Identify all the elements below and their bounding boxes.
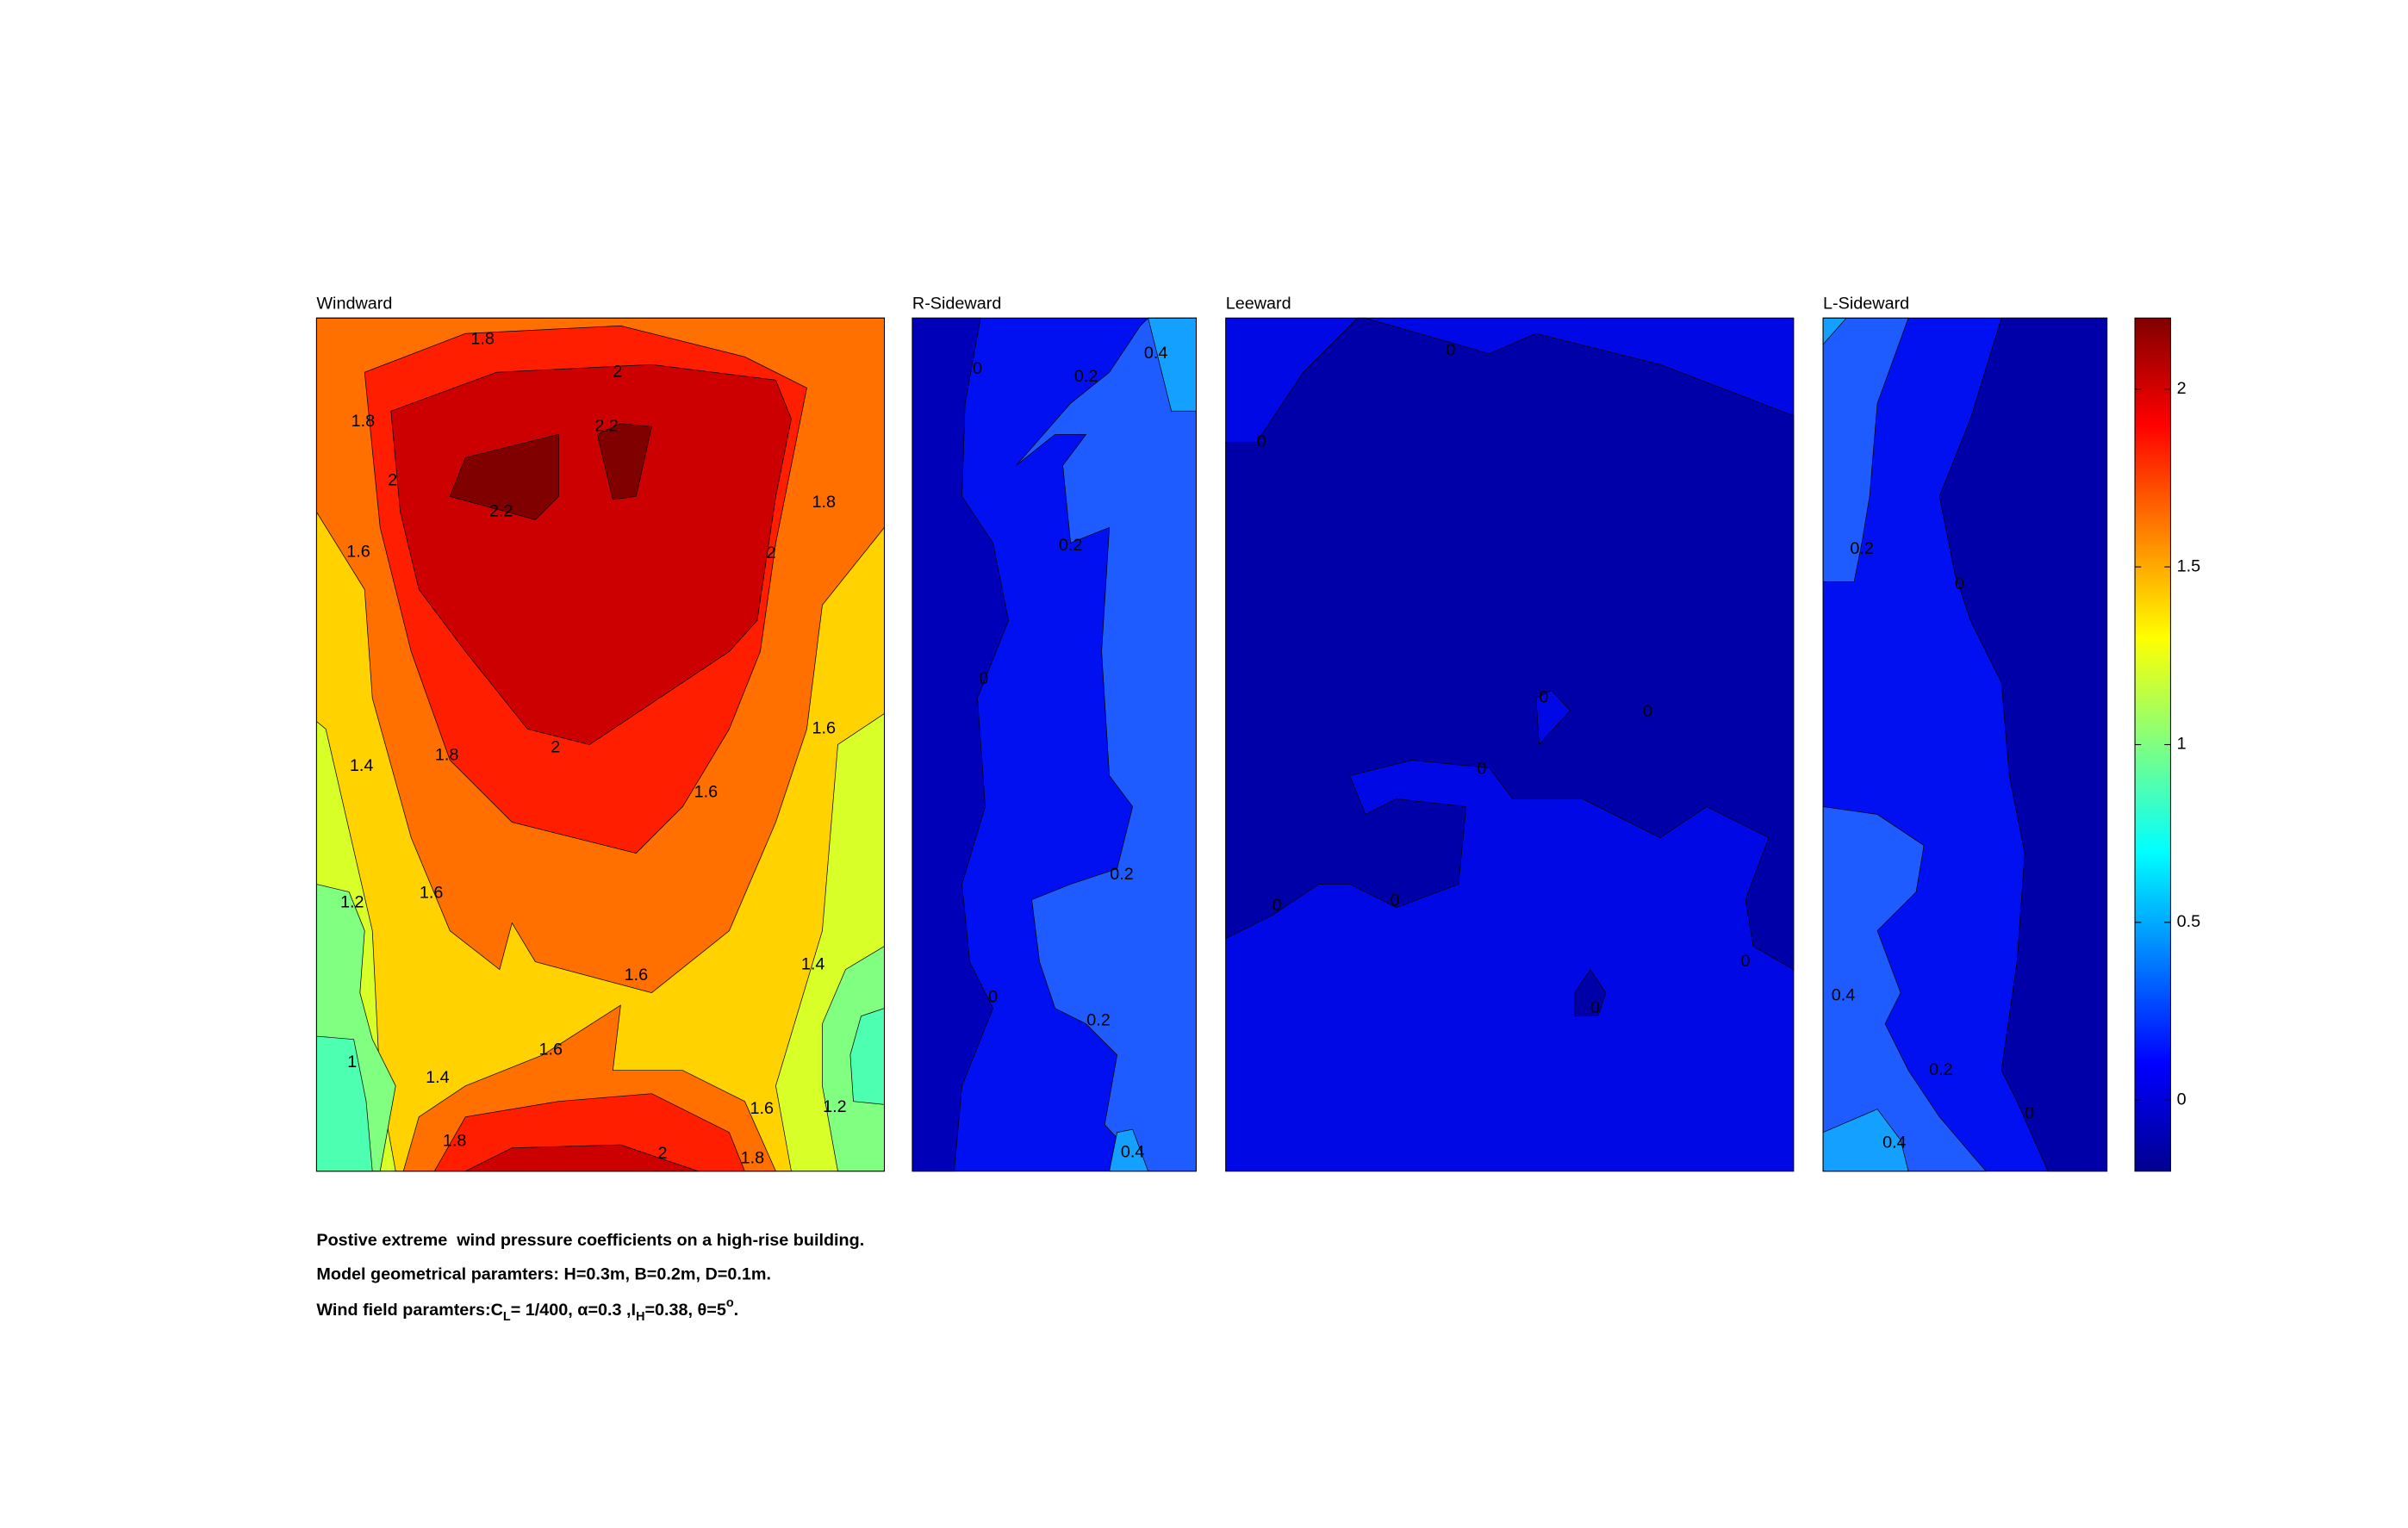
- caption-part: .: [734, 1301, 739, 1320]
- panel-title: L-Sideward: [1823, 294, 1909, 313]
- contour-label: 0: [1539, 688, 1548, 707]
- colorbar-tick-label: 1: [2177, 735, 2187, 754]
- contour-label: 1.8: [443, 1132, 467, 1151]
- colorbar-tick-label: 0: [2177, 1090, 2187, 1109]
- contour-label: 2: [657, 1144, 667, 1163]
- contour-region: [1016, 317, 1197, 1172]
- colorbar-tick-label: 2: [2177, 379, 2187, 398]
- contour-label: 1.4: [426, 1068, 450, 1087]
- caption-part: = 1/400, α=0.3 ,I: [511, 1301, 636, 1320]
- contour-label: 0: [1741, 952, 1751, 971]
- contour-label: 1.8: [812, 493, 837, 512]
- contour-label: 1.6: [346, 542, 370, 561]
- contour-label: 1.4: [801, 954, 825, 973]
- panel-frame: [1822, 317, 2108, 1172]
- contour-label: 0.2: [1074, 367, 1098, 386]
- contour-label: 2: [767, 543, 776, 562]
- panel-frame: [315, 317, 886, 1172]
- contour-label: 1.4: [350, 756, 374, 775]
- caption-part: Wind field paramters:C: [316, 1301, 503, 1320]
- contour-region: [1535, 690, 1571, 746]
- contour-label: 0.4: [1144, 344, 1168, 363]
- contour-label: 1.6: [694, 783, 719, 802]
- contour-label: 1.6: [812, 719, 837, 738]
- contour-label: 1.8: [470, 330, 495, 349]
- contour-label: 1.8: [435, 745, 459, 764]
- contour-label: 2.2: [594, 417, 619, 436]
- contour-label: 2: [613, 363, 622, 382]
- contour-label: 0.4: [1832, 985, 1856, 1004]
- contour-region: [449, 433, 559, 520]
- contour-label: 1.6: [539, 1040, 563, 1059]
- contour-label: 2: [388, 471, 397, 490]
- contour-label: 1.2: [340, 892, 364, 911]
- contour-label: 1.6: [625, 966, 649, 985]
- contour-label: 0: [1590, 998, 1600, 1017]
- panel-frame: [912, 317, 1198, 1172]
- contour-label: 0: [1257, 432, 1266, 451]
- contour-label: 2.2: [489, 502, 513, 521]
- contour-label: 0.4: [1121, 1142, 1145, 1161]
- contour-label: 0: [1391, 891, 1400, 910]
- contour-label: 0.2: [1110, 865, 1134, 884]
- contour-label: 0: [1272, 896, 1282, 915]
- contour-label: 1: [347, 1053, 357, 1071]
- contour-label: 1.2: [823, 1097, 847, 1116]
- contour-label: 0: [988, 987, 998, 1006]
- caption-line: Postive extreme wind pressure coefficien…: [316, 1231, 864, 1250]
- contour-label: 1.6: [750, 1099, 774, 1118]
- panel-title: R-Sideward: [912, 294, 1001, 313]
- colorbar-tick-label: 0.5: [2177, 912, 2201, 931]
- contour-label: 0: [2025, 1103, 2034, 1122]
- contour-label: 1.8: [352, 412, 376, 431]
- contour-label: 0.2: [1086, 1010, 1111, 1029]
- caption-superscript: o: [726, 1296, 734, 1310]
- panel-title: Windward: [316, 294, 392, 313]
- panel-title: Leeward: [1226, 294, 1291, 313]
- colorbar-tick-label: 1.5: [2177, 556, 2201, 575]
- contour-label: 0.2: [1929, 1060, 1953, 1079]
- contour-label: 0.2: [1850, 539, 1874, 558]
- panel-frame: [1225, 317, 1795, 1172]
- caption-line: Wind field paramters:CL= 1/400, α=0.3 ,I…: [316, 1296, 738, 1324]
- contour-label: 1.6: [420, 884, 444, 903]
- contour-region: [1574, 968, 1607, 1017]
- contour-label: 0.2: [1059, 536, 1083, 555]
- contour-label: 0: [979, 669, 988, 688]
- contour-region: [912, 317, 1009, 1172]
- contour-region: [1822, 317, 1909, 582]
- contour-label: 2: [551, 737, 560, 756]
- caption-part: =0.38, θ=5: [644, 1301, 725, 1320]
- caption-subscript: L: [503, 1310, 511, 1324]
- contour-region: [1225, 317, 1795, 971]
- contour-label: 0: [973, 359, 982, 378]
- contour-label: 0.4: [1882, 1134, 1907, 1152]
- contour-label: 0: [1477, 760, 1486, 779]
- contour-label: 0: [1643, 702, 1652, 721]
- contour-region: [596, 423, 652, 500]
- caption-subscript: H: [636, 1310, 644, 1324]
- caption-line: Model geometrical paramters: H=0.3m, B=0…: [316, 1265, 771, 1284]
- contour-label: 0: [1446, 340, 1455, 359]
- contour-label: 0: [1955, 575, 1964, 593]
- contour-label: 1.8: [741, 1149, 765, 1168]
